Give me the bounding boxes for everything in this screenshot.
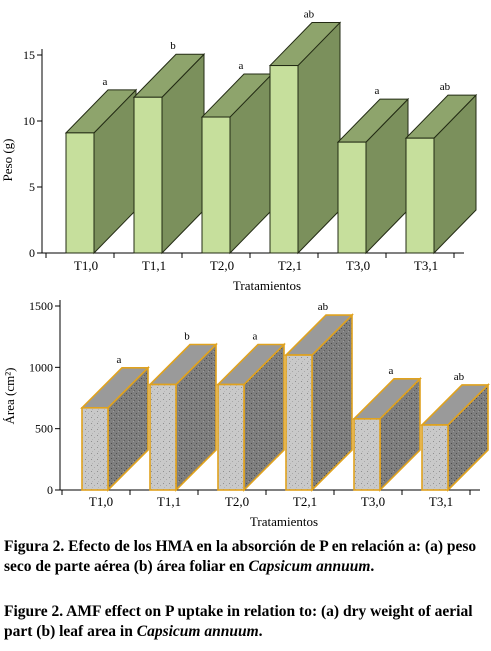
chart-b-leaf-area: 0 500 1000 1500 Área (cm²) a T1,0 b T1,1 a T2,0 ab T…: [2, 299, 490, 529]
x-tick-label: T2,1: [278, 258, 302, 273]
significance-letter: b: [170, 40, 176, 52]
caption-es-species: Capsicum annuum: [248, 558, 371, 575]
y-tick-label: 10: [23, 114, 35, 128]
bar: [269, 65, 299, 254]
caption-es-text: Efecto de los HMA en la absorción de P e…: [4, 538, 477, 575]
y-tick-label: 0: [29, 246, 35, 260]
bar: [81, 407, 109, 491]
chart-a-dry-weight: 0 5 10 15 Peso (g) a T1,0 b T1,1 a T2,0 ab T2,1 a T3,0…: [0, 9, 478, 293]
caption-english: Figure 2. AMF effect on P uptake in rela…: [4, 602, 488, 642]
significance-letter: ab: [440, 81, 451, 93]
y-tick-label: 1500: [29, 299, 53, 313]
caption-en-label: Figure 2.: [4, 603, 64, 620]
x-tick-label: T3,0: [361, 494, 385, 509]
bar: [201, 116, 231, 254]
bar: [405, 137, 435, 254]
caption-en-text: AMF effect on P uptake in relation to: (…: [4, 603, 473, 640]
x-tick-label: T1,0: [74, 258, 98, 273]
x-tick-label: T2,1: [293, 494, 317, 509]
y-axis-label: Área (cm²): [2, 368, 17, 425]
bar: [285, 354, 313, 491]
x-tick-label: T2,0: [210, 258, 234, 273]
significance-letter: a: [117, 354, 122, 366]
caption-es-label: Figura 2.: [4, 538, 65, 555]
bar: [133, 96, 163, 254]
significance-letter: ab: [304, 9, 315, 21]
significance-letter: ab: [454, 371, 465, 383]
x-tick-label: T3,0: [346, 258, 370, 273]
bar: [353, 418, 381, 491]
significance-letter: b: [184, 331, 190, 343]
x-tick-label: T3,1: [429, 494, 453, 509]
y-tick-label: 1000: [29, 360, 53, 374]
bar: [217, 383, 245, 491]
x-tick-label: T1,1: [157, 494, 181, 509]
x-axis-label: Tratamientos: [250, 514, 318, 529]
x-tick-label: T2,0: [225, 494, 249, 509]
bar: [337, 141, 367, 254]
caption-en-end: .: [258, 623, 263, 640]
significance-letter: a: [103, 76, 108, 88]
x-axis-label: Tratamientos: [233, 278, 301, 293]
x-tick-label: T1,1: [142, 258, 166, 273]
caption-es-end: .: [370, 558, 375, 575]
caption-en-species: Capsicum annuum: [136, 623, 259, 640]
significance-letter: ab: [318, 301, 329, 313]
significance-letter: a: [239, 60, 244, 72]
y-axis-label: Peso (g): [0, 139, 15, 182]
significance-letter: a: [389, 365, 394, 377]
bar: [149, 383, 177, 491]
caption-spanish: Figura 2. Efecto de los HMA en la absorc…: [4, 537, 488, 577]
bar: [421, 424, 449, 491]
y-tick-label: 15: [23, 48, 35, 62]
y-tick-label: 500: [35, 422, 53, 436]
x-tick-label: T1,0: [89, 494, 113, 509]
bar: [65, 132, 95, 254]
x-tick-label: T3,1: [414, 258, 438, 273]
significance-letter: a: [375, 85, 380, 97]
significance-letter: a: [253, 331, 258, 343]
y-tick-label: 0: [47, 483, 53, 497]
y-tick-label: 5: [29, 180, 35, 194]
